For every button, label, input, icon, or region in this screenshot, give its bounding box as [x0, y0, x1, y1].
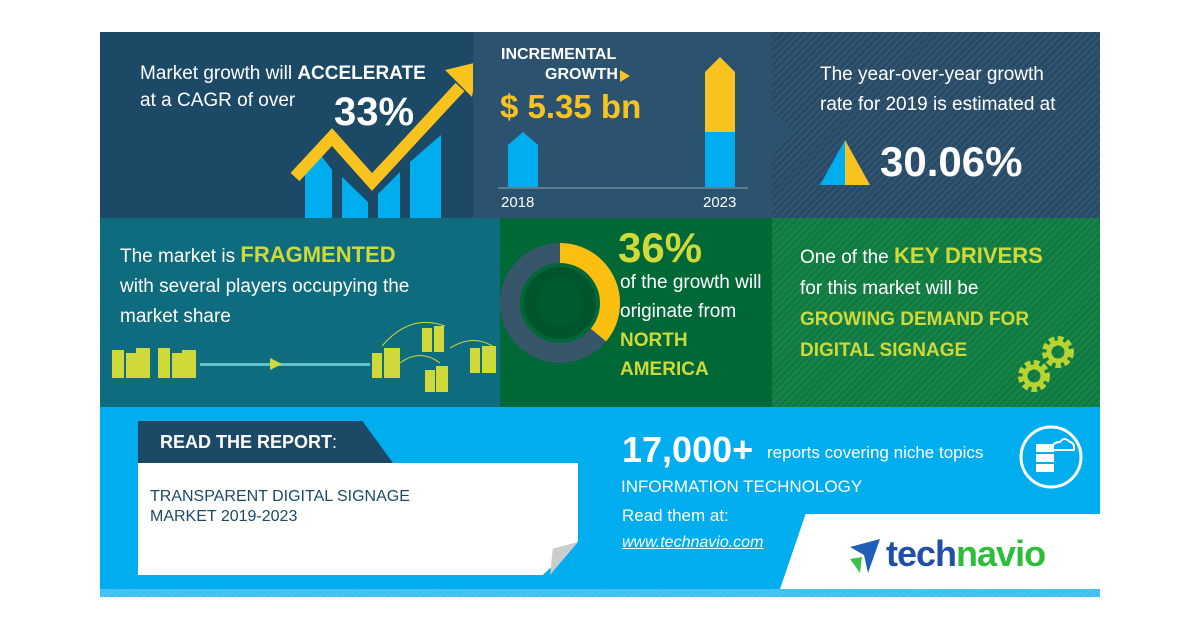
fragmented-line1: The market is: [120, 246, 241, 267]
promo-panel: READ THE REPORT: TRANSPARENT DIGITAL SIG…: [100, 407, 1100, 597]
yoy-line1: The year-over-year growth: [820, 64, 1044, 85]
region-text: of the growth will originate from NORTH …: [620, 268, 772, 384]
cagr-line1: Market growth will: [140, 63, 298, 84]
report-label-bg: [138, 421, 393, 463]
logo-area: [780, 514, 1100, 589]
drivers-line2: for this market will be: [800, 278, 979, 299]
report-card[interactable]: [138, 463, 578, 575]
donut-chart: [500, 243, 620, 363]
cagr-accelerate: ACCELERATE: [297, 63, 426, 84]
fragmented-bold: FRAGMENTED: [240, 242, 396, 267]
read-them-at: Read them at:: [622, 506, 729, 525]
cloud-server-icon: [1019, 425, 1083, 489]
play-arrow-icon: [620, 70, 630, 82]
driver-line1: GROWING DEMAND FOR: [800, 309, 1030, 330]
technavio-logo-icon: [850, 539, 880, 573]
cagr-text: Market growth will ACCELERATE at a CAGR …: [140, 60, 426, 114]
technavio-logo: technavio: [886, 533, 1046, 574]
bar-2023-increment: [705, 57, 735, 132]
bar-2023-base: [705, 132, 735, 187]
bottom-stripe: [100, 589, 1100, 597]
region-line1: of the growth will: [620, 272, 762, 293]
fragmented-text: The market is FRAGMENTED with several pl…: [120, 240, 409, 332]
fragmented-panel: The market is FRAGMENTED with several pl…: [100, 218, 500, 407]
drivers-bold: KEY DRIVERS: [894, 243, 1043, 268]
report-count: 17,000+: [622, 429, 754, 470]
region-name: NORTH AMERICA: [620, 330, 709, 380]
incremental-title2: GROWTH: [545, 66, 618, 83]
triangle-up-icon: [820, 140, 870, 185]
incremental-bars: [498, 57, 748, 189]
driver-line2: DIGITAL SIGNAGE: [800, 340, 968, 361]
gears-icon: [1018, 336, 1074, 392]
report-title-line2: MARKET 2019-2023: [150, 508, 298, 525]
donut-slice-north-america: [500, 243, 620, 363]
fragmented-line3: market share: [120, 306, 231, 327]
growth-chart-icon: [290, 63, 473, 218]
fragmented-line2: with several players occupying the: [120, 276, 410, 297]
year-start: 2018: [501, 194, 535, 211]
drivers-text: One of the KEY DRIVERS for this market w…: [800, 240, 1043, 366]
drivers-line1: One of the: [800, 247, 895, 268]
report-title-line1: TRANSPARENT DIGITAL SIGNAGE: [150, 488, 410, 505]
report-title[interactable]: TRANSPARENT DIGITAL SIGNAGE MARKET 2019-…: [150, 487, 410, 527]
cagr-line2: at a CAGR of over: [140, 90, 296, 111]
technavio-link[interactable]: www.technavio.com: [622, 534, 764, 551]
category: INFORMATION TECHNOLOGY: [621, 477, 863, 496]
donut-inner-ring: [524, 267, 596, 339]
yoy-value: 30.06%: [880, 138, 1023, 185]
yoy-panel: The year-over-year growth rate for 2019 …: [772, 32, 1100, 218]
bar-2018: [508, 132, 538, 187]
report-label: READ THE REPORT:: [160, 432, 338, 452]
incremental-title1: INCREMENTAL: [501, 46, 617, 63]
city-buildings-icon: [112, 321, 496, 392]
region-value: 36%: [618, 224, 703, 271]
cagr-value: 33%: [334, 90, 415, 134]
year-end: 2023: [703, 194, 737, 211]
yoy-line2: rate for 2019 is estimated at: [820, 94, 1056, 115]
report-count-text: reports covering niche topics: [767, 443, 984, 462]
donut-center: [536, 279, 584, 327]
yoy-text: The year-over-year growth rate for 2019 …: [820, 60, 1056, 120]
panel-pointer: [772, 110, 794, 154]
cagr-panel: Market growth will ACCELERATE at a CAGR …: [100, 32, 473, 218]
region-line2: originate from: [620, 301, 737, 322]
drivers-panel: One of the KEY DRIVERS for this market w…: [772, 218, 1100, 407]
region-panel: 36% of the growth will originate from NO…: [500, 218, 772, 407]
incremental-panel: INCREMENTAL GROWTH $ 5.35 bn 2018 2023: [473, 32, 772, 218]
incremental-value: $ 5.35 bn: [500, 88, 642, 125]
